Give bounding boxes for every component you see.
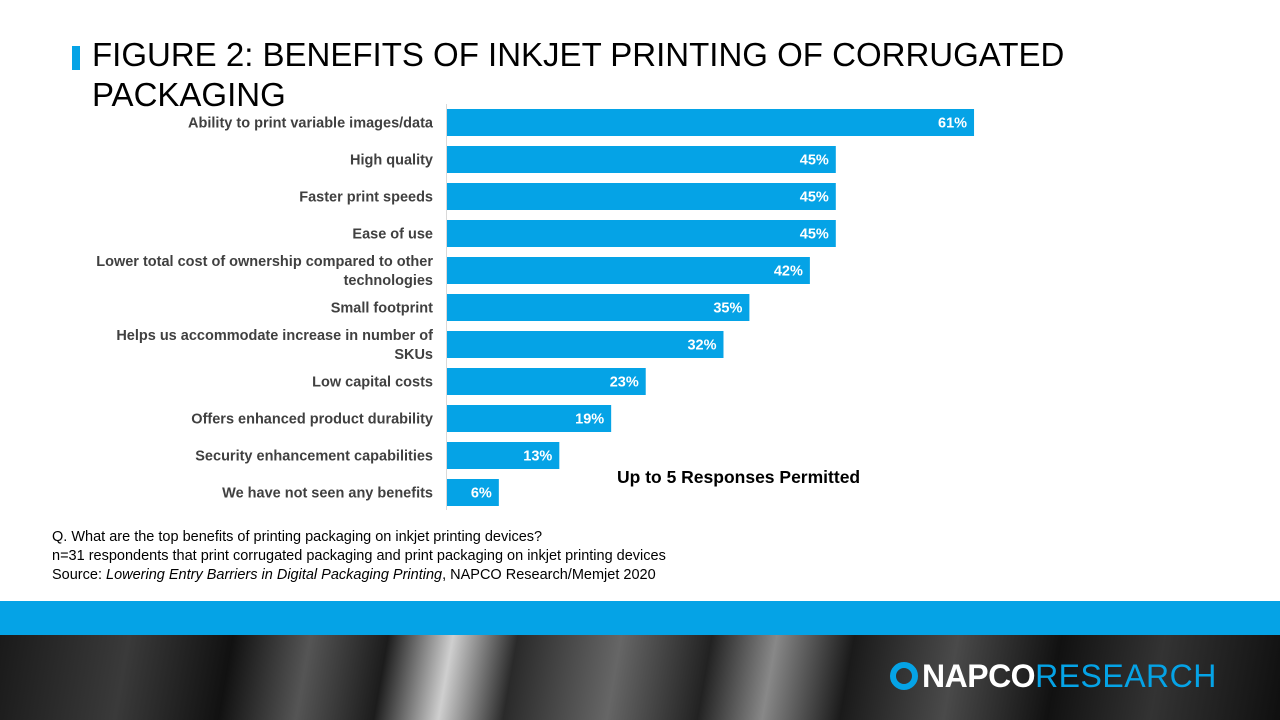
bar xyxy=(447,146,836,173)
category-label: Helps us accommodate increase in number … xyxy=(116,328,433,363)
category-label-line: Ability to print variable images/data xyxy=(188,116,434,132)
logo-word-research: RESEARCH xyxy=(1035,657,1217,694)
category-label: We have not seen any benefits xyxy=(222,486,433,502)
bar-value-label: 42% xyxy=(774,264,803,280)
category-label: Ability to print variable images/data xyxy=(188,116,434,132)
category-label: Small footprint xyxy=(331,301,433,317)
blue-band xyxy=(0,601,1280,635)
bar-value-label: 6% xyxy=(471,486,492,502)
category-label-line: Helps us accommodate increase in number … xyxy=(116,328,433,344)
category-label-line: Ease of use xyxy=(352,227,433,243)
bar xyxy=(447,183,836,210)
category-label-line: Security enhancement capabilities xyxy=(195,449,433,465)
source-suffix: , NAPCO Research/Memjet 2020 xyxy=(442,567,656,583)
category-label: Low capital costs xyxy=(312,375,433,391)
source-text: Source: Lowering Entry Barriers in Digit… xyxy=(52,566,666,585)
logo-ring-icon xyxy=(890,662,918,690)
category-label: Security enhancement capabilities xyxy=(195,449,433,465)
bar-value-label: 32% xyxy=(687,338,716,354)
bar-value-label: 45% xyxy=(800,227,829,243)
source-prefix: Source: xyxy=(52,567,106,583)
sample-text: n=31 respondents that print corrugated p… xyxy=(52,548,666,564)
bar xyxy=(447,109,975,136)
category-label-line: Faster print speeds xyxy=(299,190,433,206)
bar xyxy=(447,220,836,247)
napco-research-logo: NAPCO RESEARCH xyxy=(890,654,1217,698)
footnotes: Q. What are the top benefits of printing… xyxy=(52,528,666,585)
bar-value-label: 61% xyxy=(938,116,967,132)
bar-value-label: 45% xyxy=(800,190,829,206)
category-label-line: High quality xyxy=(350,153,433,169)
bar-value-label: 19% xyxy=(575,412,604,428)
category-label-line: Offers enhanced product durability xyxy=(191,412,433,428)
bar-value-label: 45% xyxy=(800,153,829,169)
question-text: Q. What are the top benefits of printing… xyxy=(52,529,543,545)
source-title: Lowering Entry Barriers in Digital Packa… xyxy=(106,567,443,583)
category-label: High quality xyxy=(350,153,433,169)
title-marker xyxy=(72,46,80,70)
bar xyxy=(447,331,724,358)
category-label-line: Low capital costs xyxy=(312,375,433,391)
bar xyxy=(447,368,646,395)
bar xyxy=(447,294,750,321)
bar xyxy=(447,405,612,432)
category-label-line: We have not seen any benefits xyxy=(222,486,433,502)
bar-value-label: 23% xyxy=(610,375,639,391)
bar xyxy=(447,442,560,469)
bar-value-label: 13% xyxy=(523,449,552,465)
category-label-line: technologies xyxy=(344,273,433,289)
category-label: Lower total cost of ownership compared t… xyxy=(96,254,433,289)
category-label: Ease of use xyxy=(352,227,433,243)
bar-value-label: 35% xyxy=(713,301,742,317)
dark-background-band xyxy=(0,635,1280,720)
category-label: Offers enhanced product durability xyxy=(191,412,433,428)
bar-group: 61% Ability to print variable images/data… xyxy=(96,109,975,506)
bar xyxy=(447,257,810,284)
logo-word-napco: NAPCO xyxy=(922,657,1036,694)
category-label-line: Small footprint xyxy=(331,301,433,317)
bar xyxy=(447,479,499,506)
responses-note: Up to 5 Responses Permitted xyxy=(617,467,861,487)
category-label-line: Lower total cost of ownership compared t… xyxy=(96,254,433,270)
category-label: Faster print speeds xyxy=(299,190,433,206)
category-label-line: SKUs xyxy=(394,347,433,363)
slide-title: FIGURE 2: BENEFITS OF INKJET PRINTING OF… xyxy=(92,36,1065,113)
